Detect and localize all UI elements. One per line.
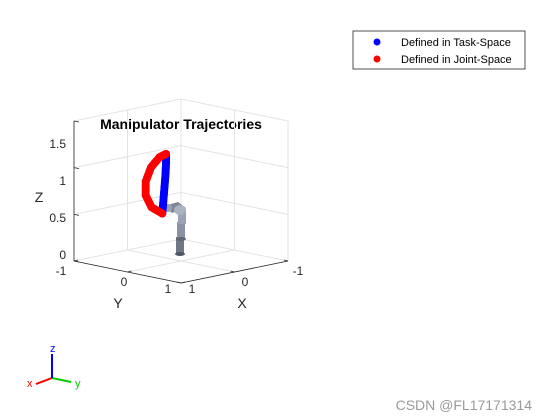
orientation-triad: x y z (27, 343, 81, 390)
x-tick-label: -1 (293, 264, 304, 278)
z-tick-label: 1 (59, 174, 66, 188)
x-axis-ticks: 1 0 -1 (189, 264, 304, 296)
y-tick-mark (73, 259, 79, 262)
y-tick-mark (127, 270, 132, 273)
x-tick-label: 0 (242, 275, 249, 289)
axes-box (73, 98, 289, 284)
legend: Defined in Task-Space Defined in Joint-S… (352, 30, 526, 70)
z-tick-mark (73, 167, 80, 170)
x-tick-mark (283, 259, 289, 262)
legend-label-joint-space: Defined in Joint-Space (401, 54, 512, 66)
x-tick-label: 1 (189, 282, 196, 296)
y-tick-label: 0 (121, 275, 128, 289)
x-tick-mark (176, 281, 182, 284)
y-tick-mark (180, 281, 186, 284)
z-tick-label: 0 (59, 248, 66, 262)
triad-y-axis (51, 377, 72, 383)
y-axis-label: Y (113, 295, 123, 311)
z-tick-label: 1.5 (49, 137, 66, 151)
grid-line (73, 238, 182, 262)
z-tick-label: 0.5 (49, 211, 66, 225)
triad-x-axis (35, 377, 53, 385)
trajectory-marker-joint-space (162, 149, 171, 158)
watermark: CSDN @FL17171314 (396, 397, 533, 413)
legend-marker-task-space (373, 38, 381, 46)
z-axis-label: Z (35, 189, 44, 205)
legend-label-task-space: Defined in Task-Space (401, 37, 511, 49)
x-tick-mark (230, 270, 235, 273)
y-tick-label: -1 (56, 264, 67, 278)
z-axis-ticks: 1.5 1 0.5 0 (49, 137, 66, 262)
z-tick-mark (73, 120, 80, 123)
grid-line (127, 249, 235, 273)
series-layer (141, 149, 171, 218)
triad-x-label: x (27, 378, 33, 390)
x-axis-label: X (237, 295, 247, 311)
triad-y-label: y (75, 378, 81, 390)
y-axis-ticks: -1 0 1 (56, 264, 172, 296)
z-tick-mark (73, 213, 80, 216)
robot-manipulator (164, 202, 186, 256)
y-tick-label: 1 (165, 282, 172, 296)
legend-marker-joint-space (373, 55, 381, 63)
triad-z-label: z (50, 343, 56, 355)
